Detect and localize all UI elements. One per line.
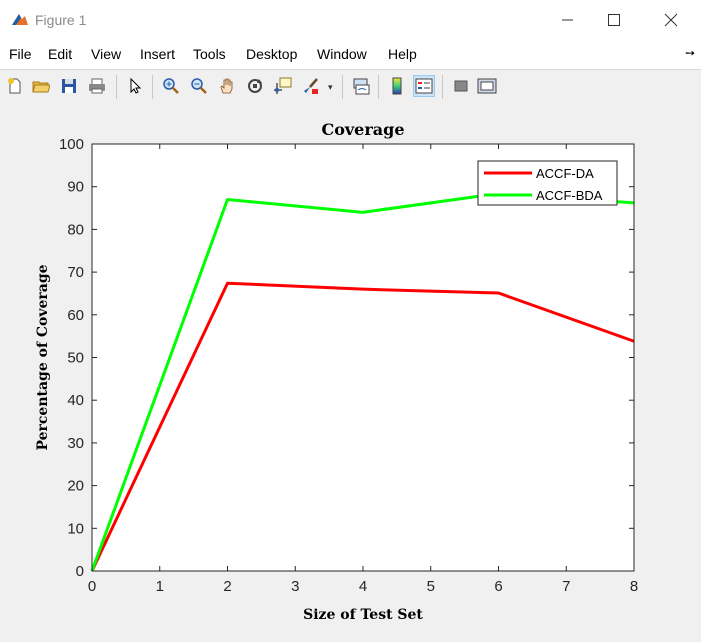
save-icon bbox=[60, 77, 78, 95]
matlab-icon bbox=[10, 10, 30, 30]
minimize-icon bbox=[560, 12, 576, 28]
link-plot-button[interactable] bbox=[350, 75, 372, 97]
pan-button[interactable] bbox=[216, 75, 238, 97]
x-tick-label: 8 bbox=[630, 578, 638, 595]
data-cursor-button[interactable] bbox=[272, 75, 294, 97]
x-tick-label: 2 bbox=[223, 578, 231, 595]
y-axis-label: Percentage of Coverage bbox=[35, 264, 51, 450]
legend-label-accf-bda: ACCF-BDA bbox=[536, 188, 603, 203]
close-button[interactable] bbox=[648, 6, 694, 34]
x-tick-label: 6 bbox=[494, 578, 502, 595]
menu-tools[interactable]: Tools bbox=[193, 46, 226, 62]
y-tick-label: 40 bbox=[67, 392, 84, 409]
maximize-button[interactable] bbox=[591, 6, 637, 34]
y-tick-label: 60 bbox=[67, 307, 84, 324]
rotate-3d-button[interactable] bbox=[244, 75, 266, 97]
legend-label-accf-da: ACCF-DA bbox=[536, 166, 594, 181]
menu-file[interactable]: File bbox=[9, 46, 32, 62]
show-plot-tools-button[interactable] bbox=[476, 75, 498, 97]
rotate-3d-icon bbox=[246, 77, 264, 95]
y-tick-label: 90 bbox=[67, 179, 84, 196]
minimize-button[interactable] bbox=[545, 6, 591, 34]
menu-insert[interactable]: Insert bbox=[140, 46, 175, 62]
x-tick-label: 5 bbox=[427, 578, 435, 595]
figure-toolbar: ▾ bbox=[0, 69, 701, 105]
colorbar-icon bbox=[388, 77, 406, 95]
open-file-button[interactable] bbox=[30, 75, 52, 97]
window-titlebar: Figure 1 bbox=[0, 0, 701, 41]
menu-help[interactable]: Help bbox=[388, 46, 417, 62]
pointer-icon bbox=[126, 77, 144, 95]
pointer-button[interactable] bbox=[124, 75, 146, 97]
hide-plot-tools-button[interactable] bbox=[450, 75, 472, 97]
dock-arrow-icon[interactable]: ➘ bbox=[681, 44, 698, 61]
data-cursor-icon bbox=[274, 77, 292, 95]
close-icon bbox=[663, 12, 679, 28]
zoom-out-icon bbox=[190, 77, 208, 95]
y-tick-label: 80 bbox=[67, 221, 84, 238]
maximize-icon bbox=[606, 12, 622, 28]
save-button[interactable] bbox=[58, 75, 80, 97]
legend-button[interactable] bbox=[413, 75, 435, 97]
print-icon bbox=[88, 77, 106, 95]
menu-window[interactable]: Window bbox=[317, 46, 367, 62]
zoom-out-button[interactable] bbox=[188, 75, 210, 97]
y-tick-label: 50 bbox=[67, 350, 84, 367]
chart-legend[interactable]: ACCF-DA ACCF-BDA bbox=[478, 161, 617, 205]
menu-edit[interactable]: Edit bbox=[48, 46, 72, 62]
new-figure-button[interactable] bbox=[4, 75, 26, 97]
menu-desktop[interactable]: Desktop bbox=[246, 46, 297, 62]
chart-title: Coverage bbox=[321, 120, 404, 139]
y-tick-label: 30 bbox=[67, 435, 84, 452]
hide-plot-tools-icon bbox=[452, 77, 470, 95]
pan-hand-icon bbox=[218, 77, 236, 95]
brush-icon bbox=[302, 77, 320, 95]
y-tick-label: 0 bbox=[76, 563, 84, 580]
brush-button[interactable] bbox=[300, 75, 322, 97]
link-plot-icon bbox=[352, 77, 370, 95]
legend-icon bbox=[415, 77, 433, 95]
colorbar-button[interactable] bbox=[386, 75, 408, 97]
x-tick-label: 1 bbox=[156, 578, 164, 595]
y-tick-label: 10 bbox=[67, 520, 84, 537]
axes-background bbox=[92, 144, 634, 571]
x-tick-label: 3 bbox=[291, 578, 299, 595]
show-plot-tools-icon bbox=[477, 77, 497, 95]
window-title: Figure 1 bbox=[35, 12, 86, 28]
menu-view[interactable]: View bbox=[91, 46, 121, 62]
brush-dropdown-icon[interactable]: ▾ bbox=[328, 82, 333, 93]
zoom-in-button[interactable] bbox=[160, 75, 182, 97]
open-file-icon bbox=[32, 77, 50, 95]
zoom-in-icon bbox=[162, 77, 180, 95]
y-tick-label: 100 bbox=[59, 136, 84, 153]
x-tick-label: 0 bbox=[88, 578, 96, 595]
x-tick-label: 7 bbox=[562, 578, 570, 595]
x-axis-label: Size of Test Set bbox=[303, 607, 423, 623]
new-figure-icon bbox=[6, 77, 24, 95]
print-button[interactable] bbox=[86, 75, 108, 97]
menu-bar: File Edit View Insert Tools Desktop Wind… bbox=[0, 41, 701, 69]
y-tick-label: 70 bbox=[67, 264, 84, 281]
y-tick-label: 20 bbox=[67, 478, 84, 495]
x-tick-label: 4 bbox=[359, 578, 367, 595]
